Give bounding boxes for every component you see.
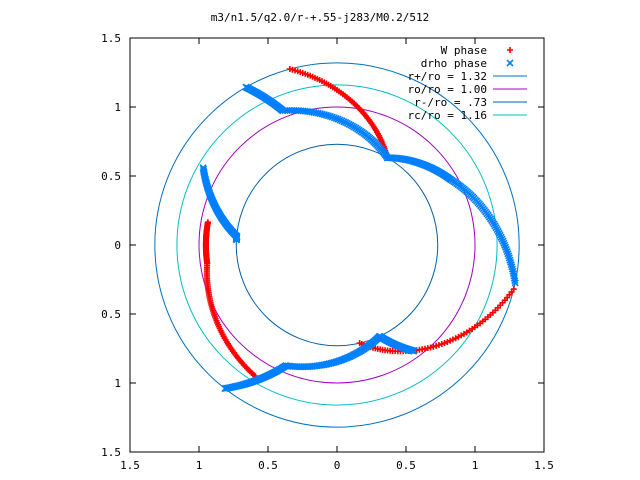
- y-tick-label: 1.5: [101, 32, 121, 45]
- data-point: [510, 286, 517, 293]
- reference-circles: [154, 62, 520, 428]
- reference-circle: [154, 62, 520, 428]
- data-point: [330, 114, 338, 122]
- y-tick-label: 1.5: [101, 446, 121, 459]
- phase-series: [199, 66, 519, 393]
- data-point: [328, 113, 336, 121]
- y-tick-label: 0: [114, 239, 121, 252]
- x-tick-label: 0.5: [396, 459, 416, 472]
- legend-marker: [507, 47, 513, 53]
- data-point: [511, 276, 519, 285]
- x-tick-label: 1.5: [534, 459, 554, 472]
- legend-label: drho phase: [421, 57, 487, 70]
- data-point: [438, 341, 445, 348]
- y-tick-label: 1: [114, 101, 121, 114]
- x-tick-label: 1: [472, 459, 479, 472]
- y-tick-label: 1: [114, 377, 121, 390]
- data-point: [410, 347, 418, 355]
- reference-circle: [235, 143, 439, 347]
- chart-title: m3/n1.5/q2.0/r-+.55-j283/M0.2/512: [211, 11, 430, 24]
- reference-circle: [198, 106, 476, 384]
- x-tick-label: 0.5: [258, 459, 278, 472]
- x-tick-label: 0: [334, 459, 341, 472]
- legend-label: r+/ro = 1.32: [408, 70, 487, 83]
- legend-label: r-/ro = .73: [414, 96, 487, 109]
- series-group: [199, 83, 519, 393]
- x-tick-label: 1: [196, 459, 203, 472]
- data-point: [332, 114, 340, 123]
- y-tick-label: 0.5: [101, 308, 121, 321]
- x-tick-label: 1.5: [120, 459, 140, 472]
- legend-label: rc/ro = 1.16: [408, 109, 487, 122]
- data-point: [232, 236, 240, 244]
- data-point: [433, 342, 440, 349]
- data-point: [322, 111, 330, 119]
- y-tick-label: 0.5: [101, 170, 121, 183]
- legend-label: ro/ro = 1.00: [408, 83, 487, 96]
- legend-label: W phase: [441, 44, 487, 57]
- legend-marker: [506, 59, 514, 67]
- data-point: [435, 342, 442, 349]
- data-point: [326, 112, 334, 121]
- axis-ticks: 1.5 1 0.5 0 0.5 1 1.51.510.500.511.5: [101, 32, 554, 472]
- data-point: [324, 112, 332, 120]
- reference-circle: [176, 84, 498, 406]
- data-point: [511, 279, 519, 287]
